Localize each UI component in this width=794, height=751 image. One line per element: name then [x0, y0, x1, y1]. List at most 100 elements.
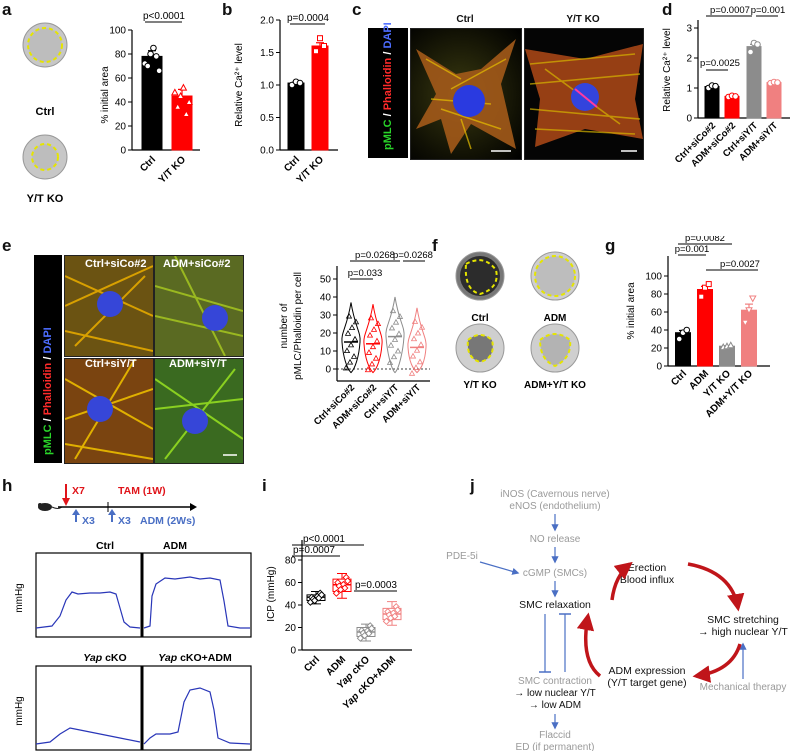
- j-ed: ED (if permanent): [516, 742, 595, 751]
- i-point-1-7: [343, 577, 352, 585]
- j-cycle-arrow-4: [576, 612, 602, 678]
- g-point-0-0: [675, 335, 683, 343]
- well-f-ytko: [455, 323, 505, 373]
- d-tick-label-2: 2: [686, 54, 692, 65]
- j-blood-influx: Blood influx: [620, 574, 675, 586]
- a-point-1-5: [185, 97, 193, 105]
- d-tick-label-3: 3: [686, 24, 692, 35]
- g-point-3-1: [745, 307, 753, 315]
- e-point-3-3: [409, 352, 417, 359]
- g-tick-label-1: 20: [651, 344, 663, 355]
- g-pvalue-3: p=0.0027: [720, 259, 760, 270]
- j-stretching-1: SMC stretching: [707, 614, 779, 626]
- i-pvalue-3: p=0.0003: [355, 580, 397, 591]
- e-point-2-1: [390, 353, 398, 360]
- e-point-3-5: [417, 341, 425, 347]
- a-xlabel-1: Y/T KO: [157, 154, 189, 186]
- g-tick-label-4: 80: [651, 290, 663, 301]
- e-point-3-4: [413, 346, 421, 353]
- i-xlabel-0: Ctrl: [302, 654, 322, 674]
- b-point-1-2: [321, 43, 327, 49]
- i-point-3-0: [382, 617, 391, 625]
- e-image-adm-siyt: ADM+siY/T: [154, 358, 244, 464]
- b-tick-label-4: 2.0: [260, 16, 274, 27]
- e-point-3-0: [408, 369, 416, 376]
- g-tick-label-5: 100: [645, 272, 662, 283]
- d-bar-0: [704, 86, 720, 119]
- j-cycle-arrow-3: [692, 643, 742, 683]
- a-tick-label-5: 100: [109, 26, 126, 37]
- e-point-2-8: [396, 313, 404, 319]
- e-point-2-0: [386, 359, 394, 365]
- g-point-3-0: [741, 319, 750, 327]
- a-tick-label-3: 60: [115, 74, 127, 85]
- e-image-adm-sico: ADM+siCo#2: [154, 255, 244, 357]
- a-point-1-3: [179, 83, 188, 91]
- e-point-3-9: [411, 318, 419, 324]
- e-stain-legend: pMLC / Phalloidin / DAPI: [34, 255, 62, 463]
- e-point-0-1: [346, 358, 354, 365]
- panel-h: X7 TAM (1W) X3 X3 ADM (2Ws) Ctrl ADM mmH…: [14, 484, 252, 751]
- panel-label-i: i: [262, 476, 267, 495]
- i-tick-label-1: 20: [285, 623, 297, 634]
- d-point-2-2: [754, 41, 761, 48]
- i-point-0-6: [310, 596, 319, 605]
- e-point-0-2: [350, 353, 358, 359]
- j-erection: Erection: [628, 562, 667, 574]
- g-tick-label-0: 0: [656, 362, 662, 373]
- d-point-1-2: [732, 93, 739, 100]
- e-point-3-7: [414, 329, 422, 336]
- e-violin-2: [385, 296, 405, 374]
- e-pvalue-1: p=0.0268: [355, 250, 395, 261]
- h-title-yap-cko: Yap cKO: [83, 652, 126, 664]
- e-image-ctrl-sico: Ctrl+siCo#2: [64, 255, 154, 357]
- i-ylabel: ICP (mmHg): [266, 566, 277, 621]
- e-tick-label-4: 40: [320, 293, 332, 304]
- i-tick-label-0: 0: [290, 646, 296, 657]
- i-pvalue-2: p=0.0007: [293, 545, 335, 556]
- e-point-3-2: [416, 358, 424, 365]
- e-point-1-2: [372, 354, 380, 361]
- h-trace-yap-cko: [35, 727, 141, 745]
- j-cgmp: cGMP (SMCs): [523, 568, 587, 579]
- b-bar-1: [311, 45, 329, 151]
- mouse-icon: [38, 503, 63, 511]
- e-point-0-6: [344, 330, 352, 336]
- d-pvalue-2: p=0.001: [751, 5, 786, 16]
- j-adm-expression: ADM expression: [608, 665, 685, 677]
- d-ylabel: Relative Ca²⁺ level: [662, 28, 673, 112]
- e-point-1-8: [374, 320, 382, 327]
- e-point-3-6: [410, 335, 418, 342]
- b-tick-label-3: 1.5: [260, 48, 274, 59]
- h-title-cko-1: cKO: [102, 652, 127, 664]
- e-point-1-7: [370, 326, 378, 332]
- e-point-2-3: [387, 341, 395, 348]
- d-point-2-0: [747, 48, 754, 56]
- d-tick-label-1: 1: [686, 84, 692, 95]
- b-xlabel-0: Ctrl: [282, 154, 302, 174]
- c-stain-phalloidin: Phalloidin: [382, 57, 394, 111]
- d-point-0-2: [712, 82, 719, 90]
- d-bar-2: [746, 46, 762, 119]
- b-point-1-0: [313, 48, 319, 55]
- j-pde5i: PDE-5i: [446, 551, 478, 562]
- e-stain-phalloidin: Phalloidin: [42, 362, 54, 416]
- h-title-yap-2: Yap: [158, 652, 177, 664]
- h-tam: TAM (1W): [118, 485, 166, 497]
- c-stain-pmlc: pMLC: [382, 119, 394, 150]
- a-tick-label-4: 80: [115, 50, 127, 61]
- e-point-3-8: [418, 323, 426, 330]
- c-stain-legend: pMLC / Phalloidin / DAPI: [368, 22, 408, 158]
- j-smc-relaxation: SMC relaxation: [519, 599, 591, 611]
- e-stain-dapi: DAPI: [42, 327, 54, 354]
- panel-label-d: d: [662, 0, 673, 19]
- j-contraction-3: → low ADM: [529, 700, 581, 711]
- b-ylabel: Relative Ca²⁺ level: [234, 43, 245, 127]
- f-label-ytko: Y/T KO: [463, 380, 497, 391]
- b-point-1-1: [317, 35, 323, 42]
- j-cycle-arrow-1: [610, 561, 633, 601]
- a-tick-label-1: 20: [115, 122, 127, 133]
